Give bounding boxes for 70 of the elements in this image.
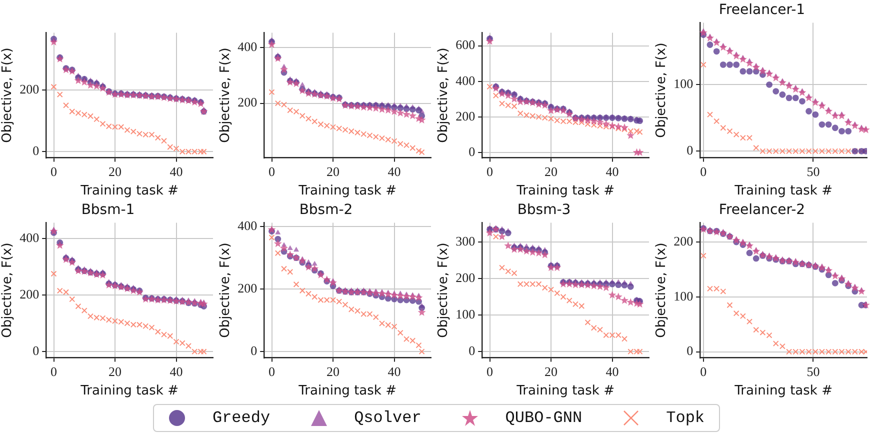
chart-title: Bbsm-2 <box>299 202 353 218</box>
x-axis-title: Training task # <box>734 384 832 399</box>
chart-title: Freelancer-1 <box>718 2 806 18</box>
x-tick-label: 20 <box>108 364 122 380</box>
x-tick-label: 50 <box>806 364 820 380</box>
y-tick-label: 200 <box>238 280 258 296</box>
y-tick-label: 0 <box>686 142 694 158</box>
x-tick-label: 0 <box>486 164 494 180</box>
legend-label: QUBO-GNN <box>505 409 582 427</box>
y-axis-title: Objective, F(x) <box>654 42 670 138</box>
x-tick-label: 20 <box>326 364 340 380</box>
x-tick-label: 40 <box>606 364 619 380</box>
x-tick-label: 20 <box>326 164 340 180</box>
y-tick-label: 400 <box>238 38 258 54</box>
y-tick-label: 0 <box>468 343 476 358</box>
x-axis-title: Training task # <box>516 184 614 199</box>
y-tick-label: 0 <box>250 342 258 358</box>
x-tick-label: 0 <box>700 164 707 180</box>
y-tick-label: 0 <box>32 342 40 358</box>
x-tick-label: 40 <box>388 164 401 180</box>
y-axis-title: Objective, F(x) <box>218 242 234 338</box>
x-axis-title: Training task # <box>298 184 396 199</box>
y-axis-title: Objective, F(x) <box>654 242 670 338</box>
y-axis-title: Objective, F(x) <box>218 48 234 143</box>
y-tick-label: 400 <box>456 72 476 88</box>
x-tick-label: 0 <box>700 364 707 380</box>
x-axis-title: Training task # <box>80 184 178 199</box>
x-tick-label: 40 <box>606 164 619 180</box>
x-tick-label: 0 <box>268 364 276 380</box>
x-tick-label: 0 <box>50 364 58 380</box>
x-tick-label: 50 <box>806 164 820 180</box>
x-tick-label: 20 <box>108 164 122 180</box>
y-axis-title: Objective, F(x) <box>436 242 452 338</box>
x-tick-label: 0 <box>486 364 494 380</box>
y-axis-title: Objective, F(x) <box>0 242 16 338</box>
x-axis-title: Training task # <box>80 384 178 399</box>
y-tick-label: 100 <box>674 288 694 304</box>
x-tick-label: 20 <box>544 364 558 380</box>
y-tick-label: 0 <box>686 343 694 358</box>
y-tick-label: 0 <box>468 144 476 159</box>
y-tick-label: 600 <box>456 37 476 52</box>
y-tick-label: 0 <box>32 143 40 158</box>
legend-label: Topk <box>666 409 705 427</box>
x-tick-label: 40 <box>388 364 401 380</box>
x-tick-label: 20 <box>544 164 558 180</box>
x-tick-label: 0 <box>268 164 276 180</box>
chart-title: Bbsm-3 <box>517 202 571 218</box>
y-tick-label: 400 <box>20 230 40 245</box>
x-axis-title: Training task # <box>516 384 614 399</box>
x-axis-title: Training task # <box>734 184 832 199</box>
chart-title: Freelancer-2 <box>718 202 806 218</box>
x-tick-label: 0 <box>50 164 58 180</box>
chart-title: Bbsm-1 <box>81 202 135 218</box>
x-axis-title: Training task # <box>298 384 396 399</box>
y-axis-title: Objective, F(x) <box>436 48 452 143</box>
y-tick-label: 200 <box>456 108 476 124</box>
y-tick-label: 100 <box>456 306 476 322</box>
legend-label: Qsolver <box>354 409 422 427</box>
y-tick-label: 200 <box>456 270 476 286</box>
x-tick-label: 40 <box>170 164 183 180</box>
y-tick-label: 200 <box>20 81 40 96</box>
y-tick-label: 200 <box>20 286 40 302</box>
y-axis-title: Objective, F(x) <box>0 48 16 143</box>
y-tick-label: 200 <box>238 94 258 110</box>
x-tick-label: 40 <box>170 364 183 380</box>
y-tick-label: 100 <box>674 76 694 92</box>
y-tick-label: 400 <box>238 218 258 233</box>
y-tick-label: 300 <box>456 234 476 249</box>
y-tick-label: 200 <box>674 233 694 248</box>
legend-label: Greedy <box>212 409 270 427</box>
